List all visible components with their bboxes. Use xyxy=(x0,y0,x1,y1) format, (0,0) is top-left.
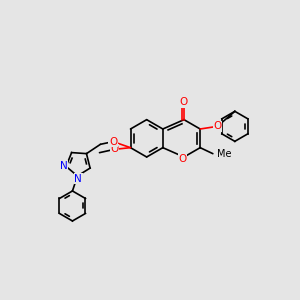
Text: Me: Me xyxy=(217,149,231,159)
Text: N: N xyxy=(74,174,82,184)
Text: O: O xyxy=(180,97,188,107)
Text: O: O xyxy=(178,154,187,164)
Text: N: N xyxy=(59,161,67,171)
Text: O: O xyxy=(109,136,117,147)
Text: O: O xyxy=(110,144,118,154)
Text: O: O xyxy=(213,121,222,131)
